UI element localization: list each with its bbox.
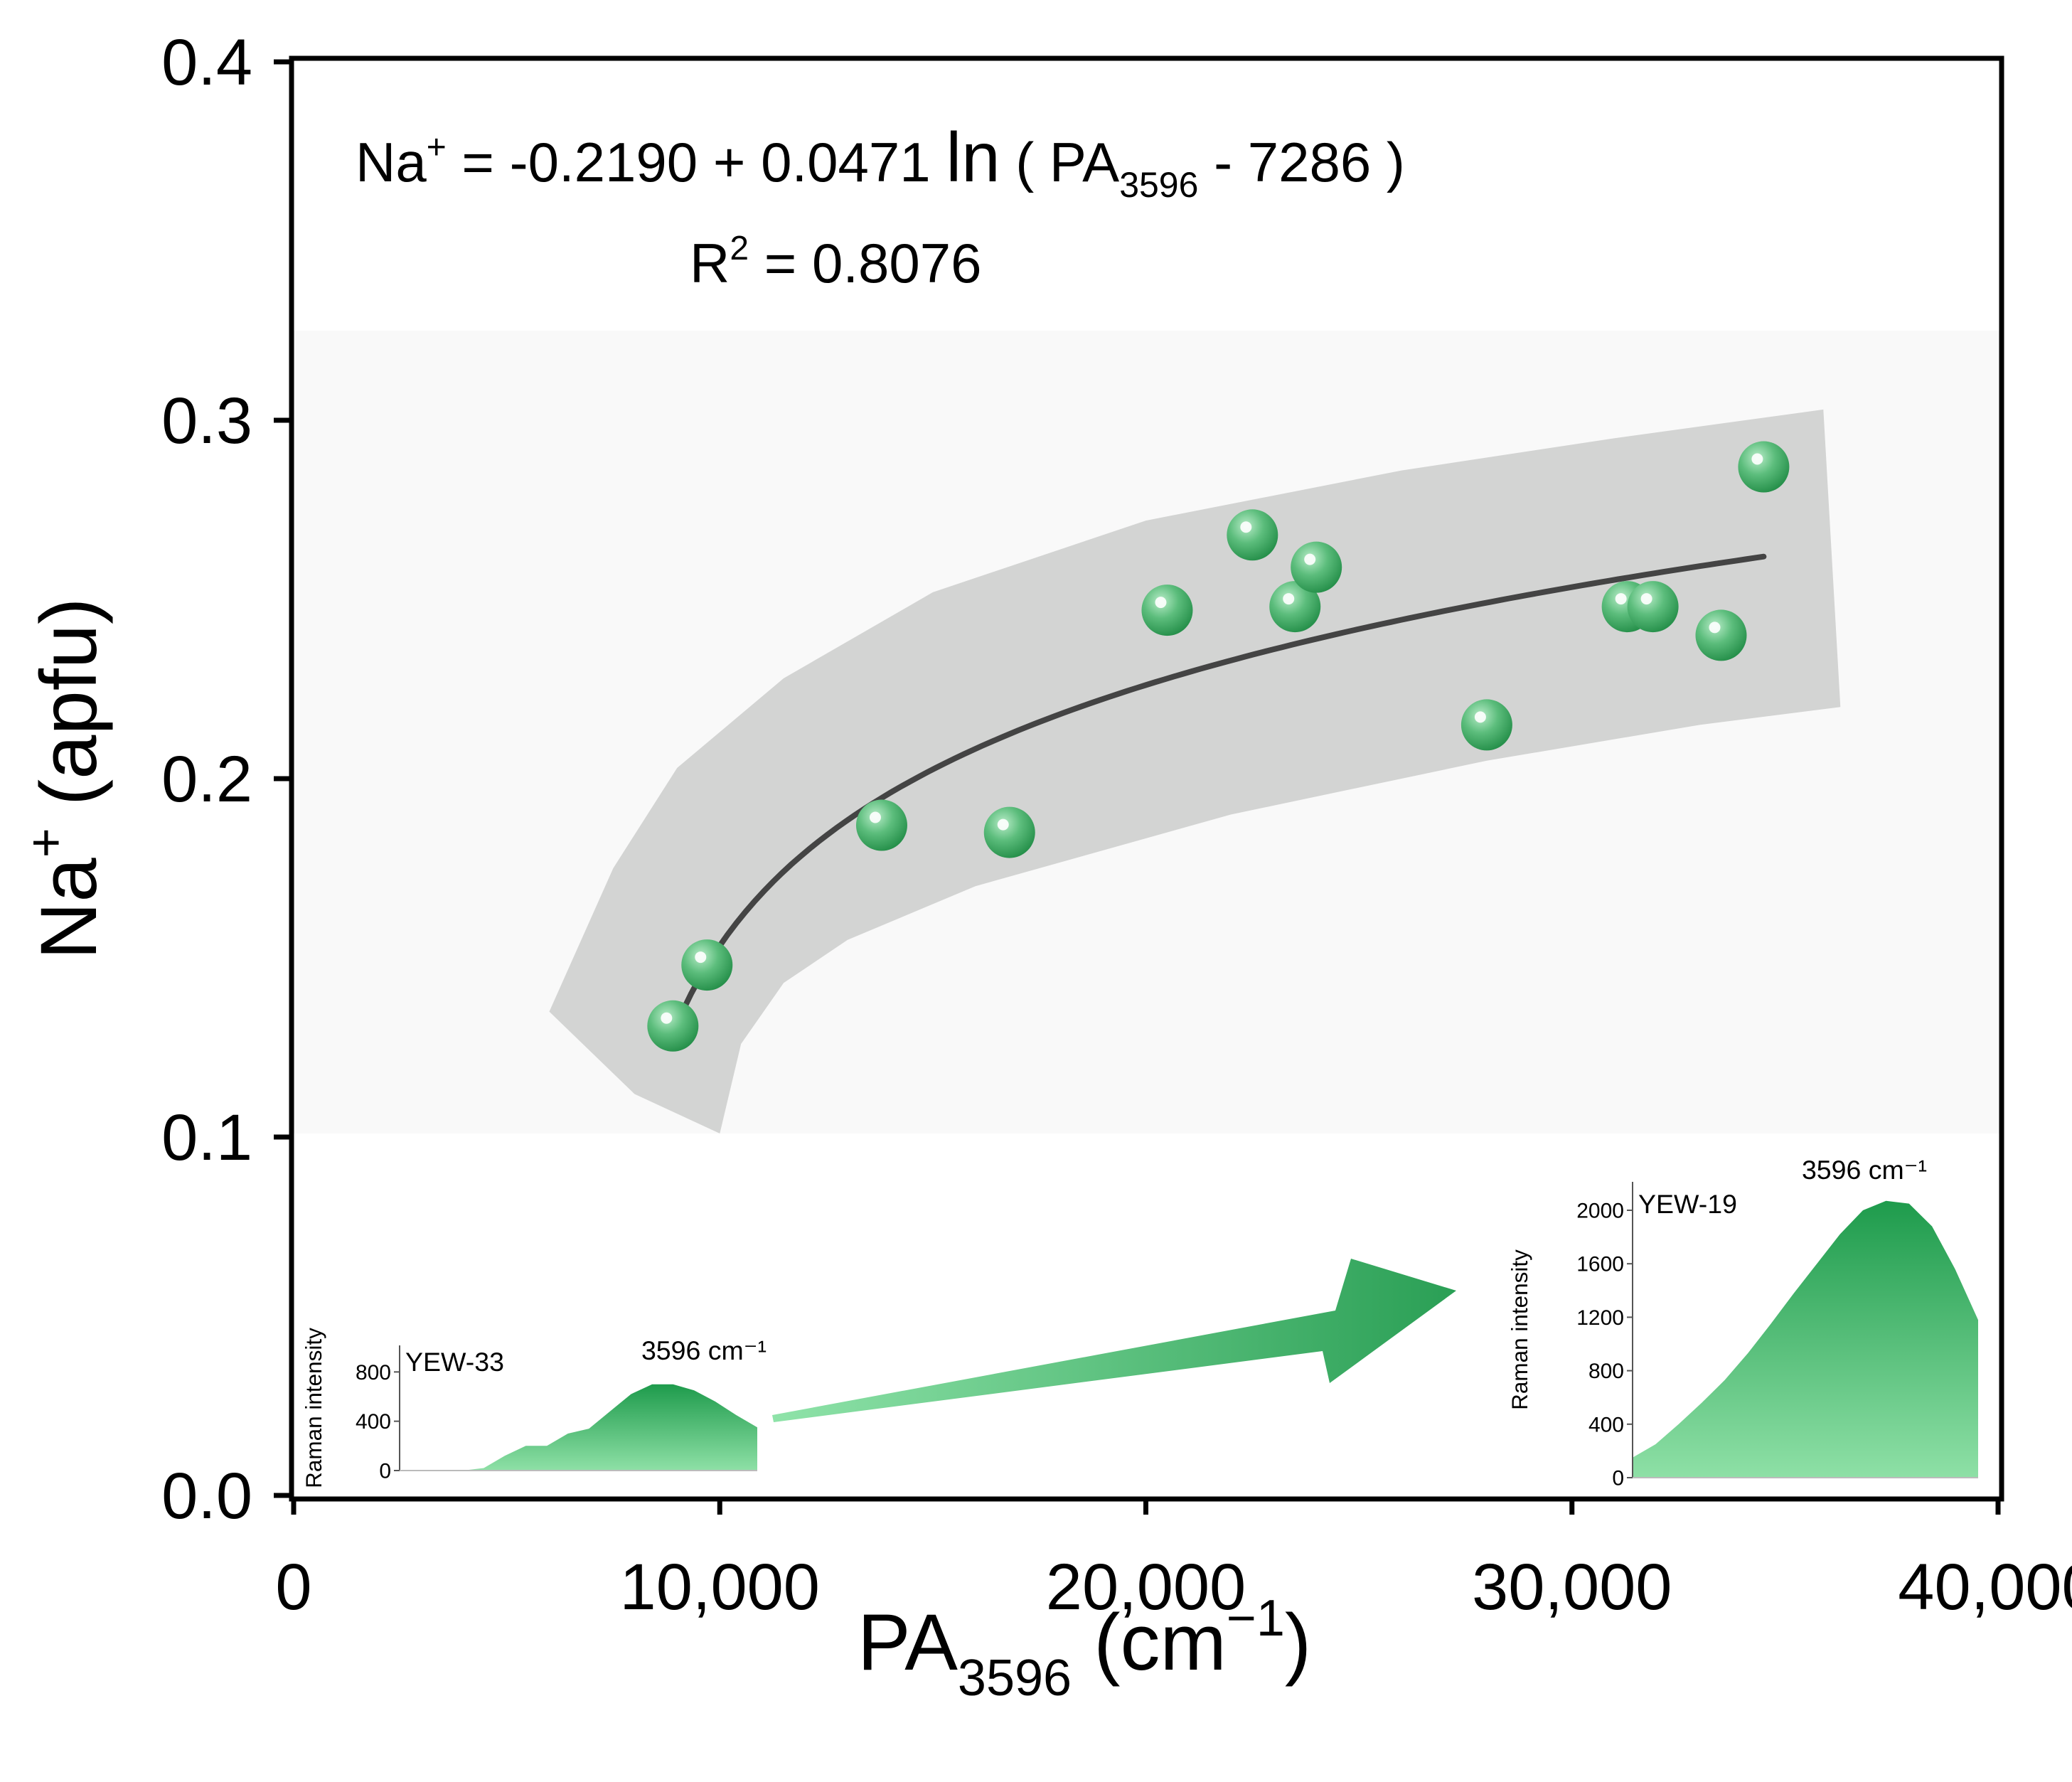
- data-point-highlight: [1709, 621, 1721, 634]
- x-tick-label: 40,000: [1898, 1551, 2072, 1623]
- equation-paren: ( PA: [1000, 131, 1120, 193]
- x-tick-label: 10,000: [620, 1551, 820, 1623]
- inset-y-label: Raman intensity: [301, 1328, 326, 1488]
- data-point: [983, 806, 1035, 858]
- inset-sample-name: YEW-33: [405, 1347, 504, 1377]
- y-tick-label: 0.0: [161, 1460, 252, 1532]
- data-point: [1141, 585, 1193, 636]
- x-axis-label: PA3596 (cm−1): [858, 1590, 1311, 1707]
- equation-lhs: Na: [356, 131, 427, 193]
- data-point-ball: [647, 1000, 699, 1052]
- inset-y-tick-label: 800: [1588, 1360, 1624, 1383]
- equation-rest: - 7286 ): [1198, 131, 1404, 193]
- y-tick-label: 0.3: [161, 385, 252, 457]
- equation-mid: = -0.2190 + 0.0471: [447, 131, 946, 193]
- data-point-ball: [983, 806, 1035, 858]
- r2-base: R: [690, 232, 730, 294]
- inset-y-tick-label: 0: [1612, 1467, 1624, 1490]
- inset-y-tick-label: 1600: [1576, 1253, 1624, 1276]
- xlabel-sup: −1: [1227, 1590, 1285, 1647]
- confidence-band: [549, 409, 1841, 1133]
- inset-yew19: 0 400 800 1200 1600 2000 YEW-19 3596 cm⁻¹ Raman …: [1507, 1155, 1978, 1490]
- inset-y-label: Raman intensity: [1507, 1249, 1532, 1410]
- data-point-ball: [1695, 609, 1747, 661]
- xlabel-base: PA: [858, 1598, 958, 1687]
- inset-spectrum-area: [400, 1384, 757, 1471]
- equation-lhs-sup: +: [427, 129, 447, 166]
- data-point: [1738, 441, 1790, 493]
- data-points: [647, 441, 1790, 1052]
- data-point-highlight: [1283, 593, 1295, 605]
- x-axis-ticks: 0 10,000 20,000 30,000 40,000: [275, 1499, 2072, 1623]
- data-point: [1227, 509, 1278, 561]
- data-point-ball: [855, 799, 907, 851]
- y-tick-label: 0.4: [161, 26, 252, 99]
- data-point-highlight: [1615, 593, 1627, 605]
- inset-y-tick-label: 0: [379, 1460, 391, 1483]
- inset-spectrum-area: [1633, 1200, 1978, 1478]
- trend-arrow: [772, 1259, 1456, 1422]
- inset-y-tick-label: 2000: [1576, 1200, 1624, 1223]
- inset-y-tick-label: 400: [1588, 1413, 1624, 1436]
- data-point-ball: [1269, 581, 1321, 633]
- y-axis-ticks: 0.0 0.1 0.2 0.3 0.4: [161, 26, 292, 1532]
- data-point-highlight: [1240, 521, 1252, 533]
- y-axis-label: Na+ (apfu): [18, 598, 113, 960]
- inset-peak-label: 3596 cm⁻¹: [641, 1335, 767, 1365]
- r-squared: R2 = 0.8076: [690, 230, 982, 294]
- data-point: [1460, 699, 1512, 751]
- data-point-highlight: [1304, 553, 1316, 565]
- data-point-ball: [1627, 581, 1679, 633]
- data-point-highlight: [1155, 597, 1167, 609]
- inset-y-tick-label: 400: [356, 1410, 391, 1434]
- data-point-ball: [1291, 541, 1342, 593]
- data-point-ball: [1738, 441, 1790, 493]
- xlabel-mid: (cm: [1072, 1598, 1227, 1687]
- data-point: [681, 939, 733, 991]
- r2-rest: = 0.8076: [749, 232, 981, 294]
- data-point-ball: [1460, 699, 1512, 751]
- inset-y-tick-label: 800: [356, 1361, 391, 1384]
- x-tick-label: 0: [275, 1551, 311, 1623]
- xlabel-sub: 3596: [958, 1650, 1072, 1707]
- inset-y-tick-label: 1200: [1576, 1306, 1624, 1330]
- data-point: [855, 799, 907, 851]
- equation-sub: 3596: [1119, 165, 1198, 205]
- data-point: [1627, 581, 1679, 633]
- equation-ln: ln: [946, 118, 1000, 196]
- ylabel-base: Na: [24, 858, 113, 960]
- data-point: [1269, 581, 1321, 633]
- data-point-highlight: [695, 951, 707, 964]
- xlabel-end: ): [1285, 1598, 1311, 1687]
- ylabel-end: (apfu): [24, 598, 113, 828]
- inset-peak-label: 3596 cm⁻¹: [1802, 1155, 1927, 1185]
- fit-equation: Na+ = -0.2190 + 0.0471 ln ( PA3596 - 728…: [356, 118, 1405, 205]
- data-point: [647, 1000, 699, 1052]
- inset-sample-name: YEW-19: [1638, 1189, 1737, 1219]
- data-point-highlight: [1751, 453, 1763, 465]
- x-tick-label: 30,000: [1472, 1551, 1672, 1623]
- data-point-highlight: [1474, 711, 1486, 723]
- data-point-highlight: [997, 818, 1009, 831]
- ylabel-sup: +: [18, 828, 75, 858]
- data-point-ball: [1141, 585, 1193, 636]
- data-point-highlight: [869, 811, 881, 823]
- data-point-ball: [681, 939, 733, 991]
- data-point: [1695, 609, 1747, 661]
- data-point: [1291, 541, 1342, 593]
- data-point-highlight: [661, 1012, 673, 1024]
- data-point-highlight: [1640, 593, 1652, 605]
- y-tick-label: 0.2: [161, 743, 252, 816]
- r2-sup: 2: [730, 230, 749, 267]
- data-point-ball: [1227, 509, 1278, 561]
- inset-yew33: 0 400 800 YEW-33 3596 cm⁻¹ Raman intensity: [301, 1328, 767, 1488]
- fit-curve: [670, 553, 1767, 1037]
- y-tick-label: 0.1: [161, 1101, 252, 1174]
- x-tick-label: 20,000: [1046, 1551, 1246, 1623]
